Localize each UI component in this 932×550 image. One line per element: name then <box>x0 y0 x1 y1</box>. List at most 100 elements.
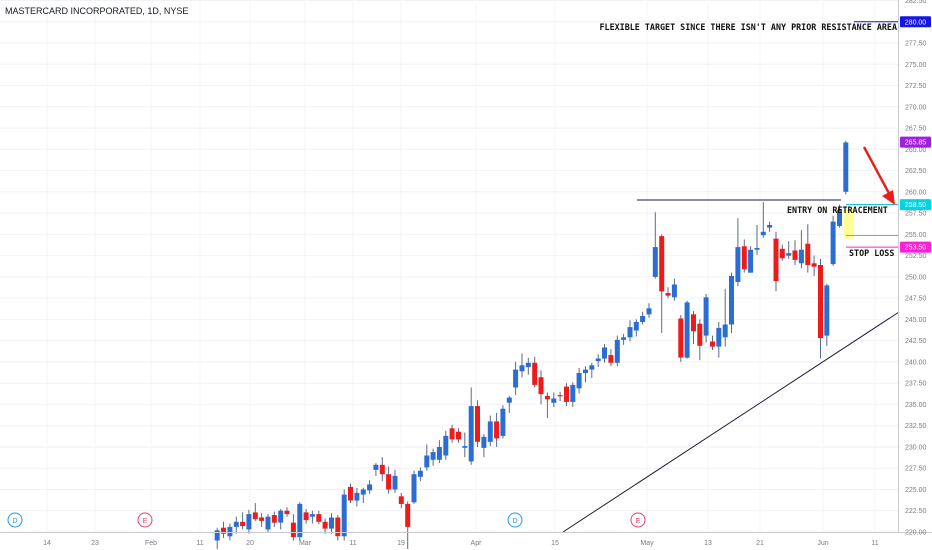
candle-down <box>811 263 817 267</box>
ascending-trendline <box>562 311 900 533</box>
candle-up <box>837 209 842 226</box>
target-arrow-shaft <box>862 146 893 198</box>
y-tick-label: 267.50 <box>905 126 927 133</box>
price-badge <box>900 136 931 148</box>
candle-up <box>519 365 525 372</box>
candle-up <box>481 436 487 448</box>
candle-up <box>595 358 601 362</box>
candle-up <box>570 384 576 402</box>
event-marker-label: D <box>12 518 17 525</box>
candle-up <box>786 253 792 256</box>
x-tick-label: 13 <box>704 540 712 547</box>
candle-down <box>449 428 455 440</box>
event-marker <box>137 512 153 528</box>
y-tick-label: 282.50 <box>905 0 927 5</box>
candle-up <box>754 248 760 250</box>
candle-down <box>405 503 411 527</box>
candle-down <box>659 236 665 292</box>
y-tick-label: 242.50 <box>905 338 927 345</box>
y-tick-label: 252.50 <box>905 253 927 260</box>
candle-up <box>309 514 315 517</box>
candle-down <box>557 395 563 397</box>
candle-up <box>627 327 633 338</box>
candle-up <box>367 484 373 491</box>
candle-up <box>760 231 766 236</box>
candle-up <box>468 406 474 462</box>
candle-up <box>246 514 252 530</box>
candle-up <box>233 521 239 527</box>
candle-up <box>640 316 646 322</box>
candle-down <box>316 514 322 522</box>
candle-down <box>252 512 258 520</box>
candle-up <box>227 526 233 537</box>
candle-down <box>259 517 265 521</box>
candle-up <box>767 225 773 228</box>
candle-down <box>544 395 550 400</box>
candle-up <box>830 221 836 265</box>
y-tick-label: 247.50 <box>905 296 927 303</box>
candle-down <box>665 293 671 296</box>
candle-up <box>576 373 582 389</box>
candle-down <box>805 243 811 265</box>
y-tick-label: 250.00 <box>905 274 927 281</box>
candle-down <box>386 474 392 490</box>
candle-up <box>798 249 804 264</box>
candle-up <box>722 324 728 338</box>
y-tick-label: 235.00 <box>905 402 927 409</box>
event-marker <box>7 512 23 528</box>
candle-up <box>729 276 734 325</box>
candle-up <box>633 322 639 331</box>
candle-up <box>614 339 620 363</box>
candle-down <box>475 406 480 442</box>
candle-up <box>843 142 849 192</box>
candle-up <box>589 365 595 370</box>
candle-up <box>551 398 557 403</box>
y-tick-label: 225.00 <box>905 487 927 494</box>
candle-down <box>221 527 226 534</box>
candle-down <box>398 496 404 504</box>
candle-down <box>697 323 703 346</box>
chart-title: MASTERCARD INCORPORATED, 1D, NYSE <box>5 6 188 16</box>
stop-loss-annotation: STOP LOSS <box>849 248 894 258</box>
x-tick-label: 14 <box>43 540 51 547</box>
x-tick-label: 11 <box>349 540 356 547</box>
candle-down <box>710 341 715 347</box>
candle-up <box>824 285 830 336</box>
y-tick-label: 277.50 <box>905 41 927 48</box>
candle-up <box>671 284 677 298</box>
candle-up <box>646 308 652 315</box>
candle-down <box>456 431 461 440</box>
candle-up <box>329 517 334 529</box>
y-tick-label: 255.00 <box>905 232 927 239</box>
candle-down <box>678 318 684 358</box>
y-tick-label: 232.50 <box>905 423 927 430</box>
y-tick-label: 245.00 <box>905 317 927 324</box>
x-tick-label: Mar <box>299 540 312 547</box>
y-tick-label: 237.50 <box>905 381 927 388</box>
y-tick-label: 220.00 <box>905 530 927 537</box>
candle-up <box>525 362 531 368</box>
x-tick-label: 15 <box>551 540 559 547</box>
candle-down <box>792 250 798 260</box>
candle-up <box>513 369 519 388</box>
y-tick-label: 260.00 <box>905 189 927 196</box>
candle-down <box>271 515 277 523</box>
candle-down <box>538 377 544 395</box>
y-tick-label: 222.50 <box>905 508 927 515</box>
candle-down <box>303 512 309 521</box>
x-tick-label: 20 <box>246 540 254 547</box>
candle-up <box>411 474 417 503</box>
x-tick-label: 23 <box>91 540 99 547</box>
y-tick-label: 230.00 <box>905 445 927 452</box>
candle-down <box>779 248 785 259</box>
x-tick-label: 19 <box>397 540 405 547</box>
candle-up <box>602 347 607 359</box>
target-arrow-head <box>882 190 895 205</box>
candle-up <box>748 249 754 273</box>
candle-up <box>500 408 506 436</box>
y-tick-label: 227.50 <box>905 466 927 473</box>
event-marker <box>630 512 646 528</box>
candle-up <box>735 247 741 282</box>
candle-down <box>335 517 341 537</box>
